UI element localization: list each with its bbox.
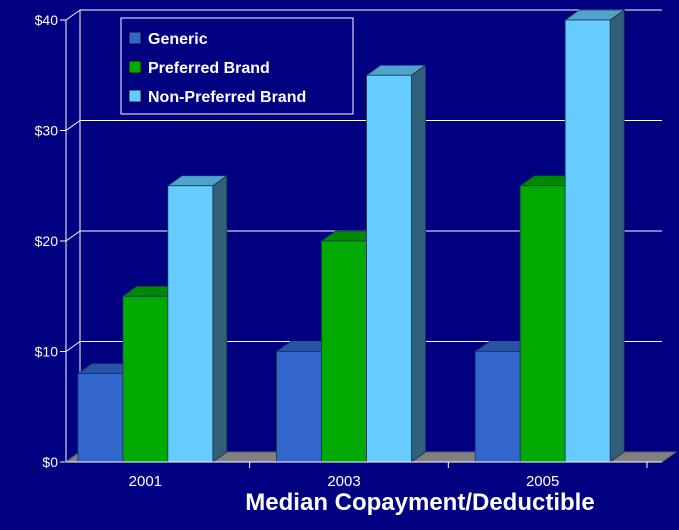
- y-tick-label: $0: [42, 454, 58, 470]
- legend-label: Non-Preferred Brand: [148, 89, 306, 106]
- x-tick-label: 2001: [129, 473, 162, 490]
- legend-label: Generic: [148, 31, 208, 48]
- y-tick-label: $10: [35, 344, 59, 360]
- x-tick-label: 2005: [526, 473, 559, 490]
- legend-swatch: [128, 60, 142, 74]
- bar-side-face: [212, 174, 228, 463]
- bar: [122, 295, 169, 463]
- gridline-side: [65, 230, 81, 242]
- bar-side-face: [411, 64, 426, 463]
- gridline-side: [65, 120, 81, 131]
- legend-swatch: [128, 89, 142, 103]
- legend-swatch: [128, 31, 142, 45]
- legend-label: Preferred Brand: [148, 60, 270, 77]
- gridline-side: [65, 341, 81, 352]
- bar: [276, 351, 322, 463]
- bar: [519, 185, 566, 463]
- bar: [77, 373, 124, 463]
- y-tick-label: $30: [35, 123, 59, 139]
- bar: [167, 185, 214, 463]
- x-axis-title: Median Copayment/Deductible: [245, 489, 595, 516]
- y-tick-label: $40: [35, 12, 59, 28]
- bar: [366, 74, 412, 463]
- bar: [564, 19, 611, 463]
- bar: [321, 240, 367, 463]
- bar: [474, 351, 521, 463]
- bar-side-face: [609, 9, 625, 463]
- x-tick-label: 2003: [327, 473, 360, 490]
- gridline-side: [65, 9, 81, 21]
- y-tick-label: $20: [35, 233, 59, 249]
- legend-box: [120, 17, 354, 115]
